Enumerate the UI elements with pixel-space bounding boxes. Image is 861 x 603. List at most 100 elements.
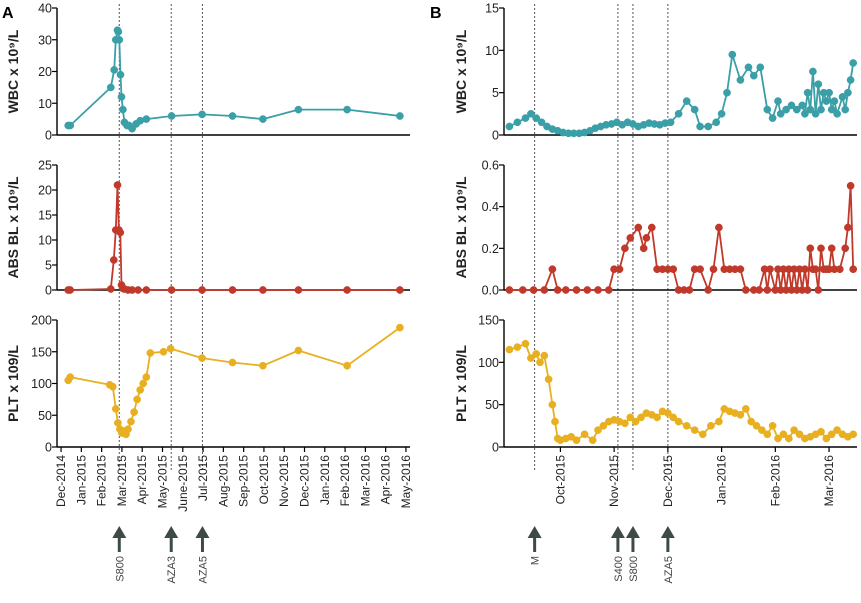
panel-letter: B	[430, 5, 442, 22]
treatment-label: AZA5	[663, 556, 675, 584]
data-point	[827, 105, 836, 114]
data-point	[551, 417, 559, 426]
data-point	[844, 88, 852, 97]
y-tick-label: 20	[38, 65, 52, 79]
data-point	[527, 354, 535, 362]
subplot-absbl: 0 5 10 15 20 25 ABS BL x 10⁹/L	[5, 159, 410, 298]
data-point	[704, 286, 713, 294]
data-point	[827, 430, 836, 439]
data-point	[784, 434, 793, 443]
data-point	[838, 93, 847, 101]
data-point	[159, 347, 168, 356]
treatment-label: S800	[628, 556, 640, 582]
treatment-arrow-s800: S800	[112, 526, 127, 582]
data-point	[136, 386, 145, 394]
data-point	[396, 286, 404, 294]
data-point	[685, 286, 694, 294]
data-point	[704, 122, 713, 131]
arrow-head	[625, 526, 640, 538]
data-point	[343, 361, 351, 370]
data-point	[817, 105, 825, 114]
data-point	[294, 105, 303, 114]
data-point	[142, 373, 151, 381]
data-point	[396, 112, 404, 120]
treatment-arrow-s400: S400	[610, 526, 625, 582]
y-axis-label: ABS BL x 10⁹/L	[453, 176, 469, 279]
data-point	[532, 350, 541, 358]
series-line-wbc	[508, 53, 855, 135]
x-tick-label: Sep-2015	[237, 455, 251, 507]
data-point	[521, 339, 530, 348]
x-tick-label: Feb-2015	[95, 455, 109, 507]
data-point	[833, 109, 841, 118]
data-point	[841, 244, 850, 253]
data-point	[674, 417, 683, 426]
data-point	[841, 105, 850, 114]
data-point	[849, 430, 858, 439]
data-point	[844, 223, 852, 232]
data-point	[707, 421, 715, 430]
x-tick-label: Feb-2016	[338, 455, 352, 507]
data-point	[690, 105, 699, 114]
data-point	[776, 109, 785, 118]
data-point	[774, 434, 782, 443]
series-line-absbl	[509, 184, 855, 291]
data-point	[580, 430, 589, 439]
data-point	[795, 430, 804, 439]
data-point	[811, 109, 820, 118]
x-tick-label: May-2015	[155, 455, 169, 509]
data-point	[664, 409, 672, 417]
treatment-arrow-aza5: AZA5	[660, 526, 675, 584]
data-point	[133, 395, 141, 404]
data-point	[532, 114, 541, 122]
data-point	[669, 413, 678, 422]
y-tick-label: 100	[478, 356, 499, 370]
data-point	[682, 421, 691, 430]
data-point	[294, 286, 303, 294]
data-point	[825, 88, 833, 97]
subplot-plt: 0 50 100 150 PLT x 109/L	[453, 314, 858, 455]
y-axis-label: ABS BL x 10⁹/L	[5, 176, 21, 279]
data-point	[259, 286, 267, 294]
data-point	[604, 286, 613, 294]
data-point	[259, 115, 267, 123]
arrow-head	[660, 526, 675, 538]
data-point	[747, 417, 756, 426]
treatment-label: S800	[114, 556, 126, 582]
arrow-head	[164, 526, 179, 538]
x-tick-label: Dec-2014	[54, 455, 68, 507]
x-tick-label: June-2015	[176, 455, 190, 512]
data-point	[811, 265, 820, 274]
data-point	[849, 59, 858, 67]
data-point	[666, 118, 675, 127]
data-point	[626, 234, 635, 242]
x-tick-label: Mar-2015	[115, 455, 129, 507]
y-tick-label: 20	[38, 184, 52, 198]
treatment-arrow-m: M	[527, 526, 542, 565]
data-point	[572, 286, 581, 294]
data-point	[548, 265, 557, 274]
y-tick-label: 0	[492, 441, 499, 455]
series-line-plt	[509, 342, 854, 442]
data-point	[119, 105, 127, 114]
data-point	[766, 265, 774, 274]
data-point	[396, 323, 404, 332]
y-tick-label: 10	[38, 97, 52, 111]
y-axis-label: PLT x 109/L	[5, 345, 21, 422]
data-point	[113, 181, 122, 189]
data-point	[736, 76, 745, 84]
x-tick-label: Mar-2016	[358, 455, 372, 507]
data-point	[712, 118, 721, 127]
data-point	[529, 286, 538, 294]
x-tick-label: Aug-2015	[216, 455, 230, 507]
data-point	[830, 97, 839, 105]
treatment-label: S400	[613, 556, 625, 582]
subplot-absbl: 0.0 0.2 0.4 0.6 ABS BL x 10⁹/L	[453, 159, 858, 298]
y-tick-label: 5	[492, 86, 499, 100]
data-point	[198, 354, 206, 362]
y-tick-label: 200	[31, 314, 52, 328]
arrow-head	[112, 526, 127, 538]
data-point	[588, 436, 597, 445]
data-point	[803, 286, 812, 294]
x-tick-label: Jan-2016	[715, 455, 729, 505]
